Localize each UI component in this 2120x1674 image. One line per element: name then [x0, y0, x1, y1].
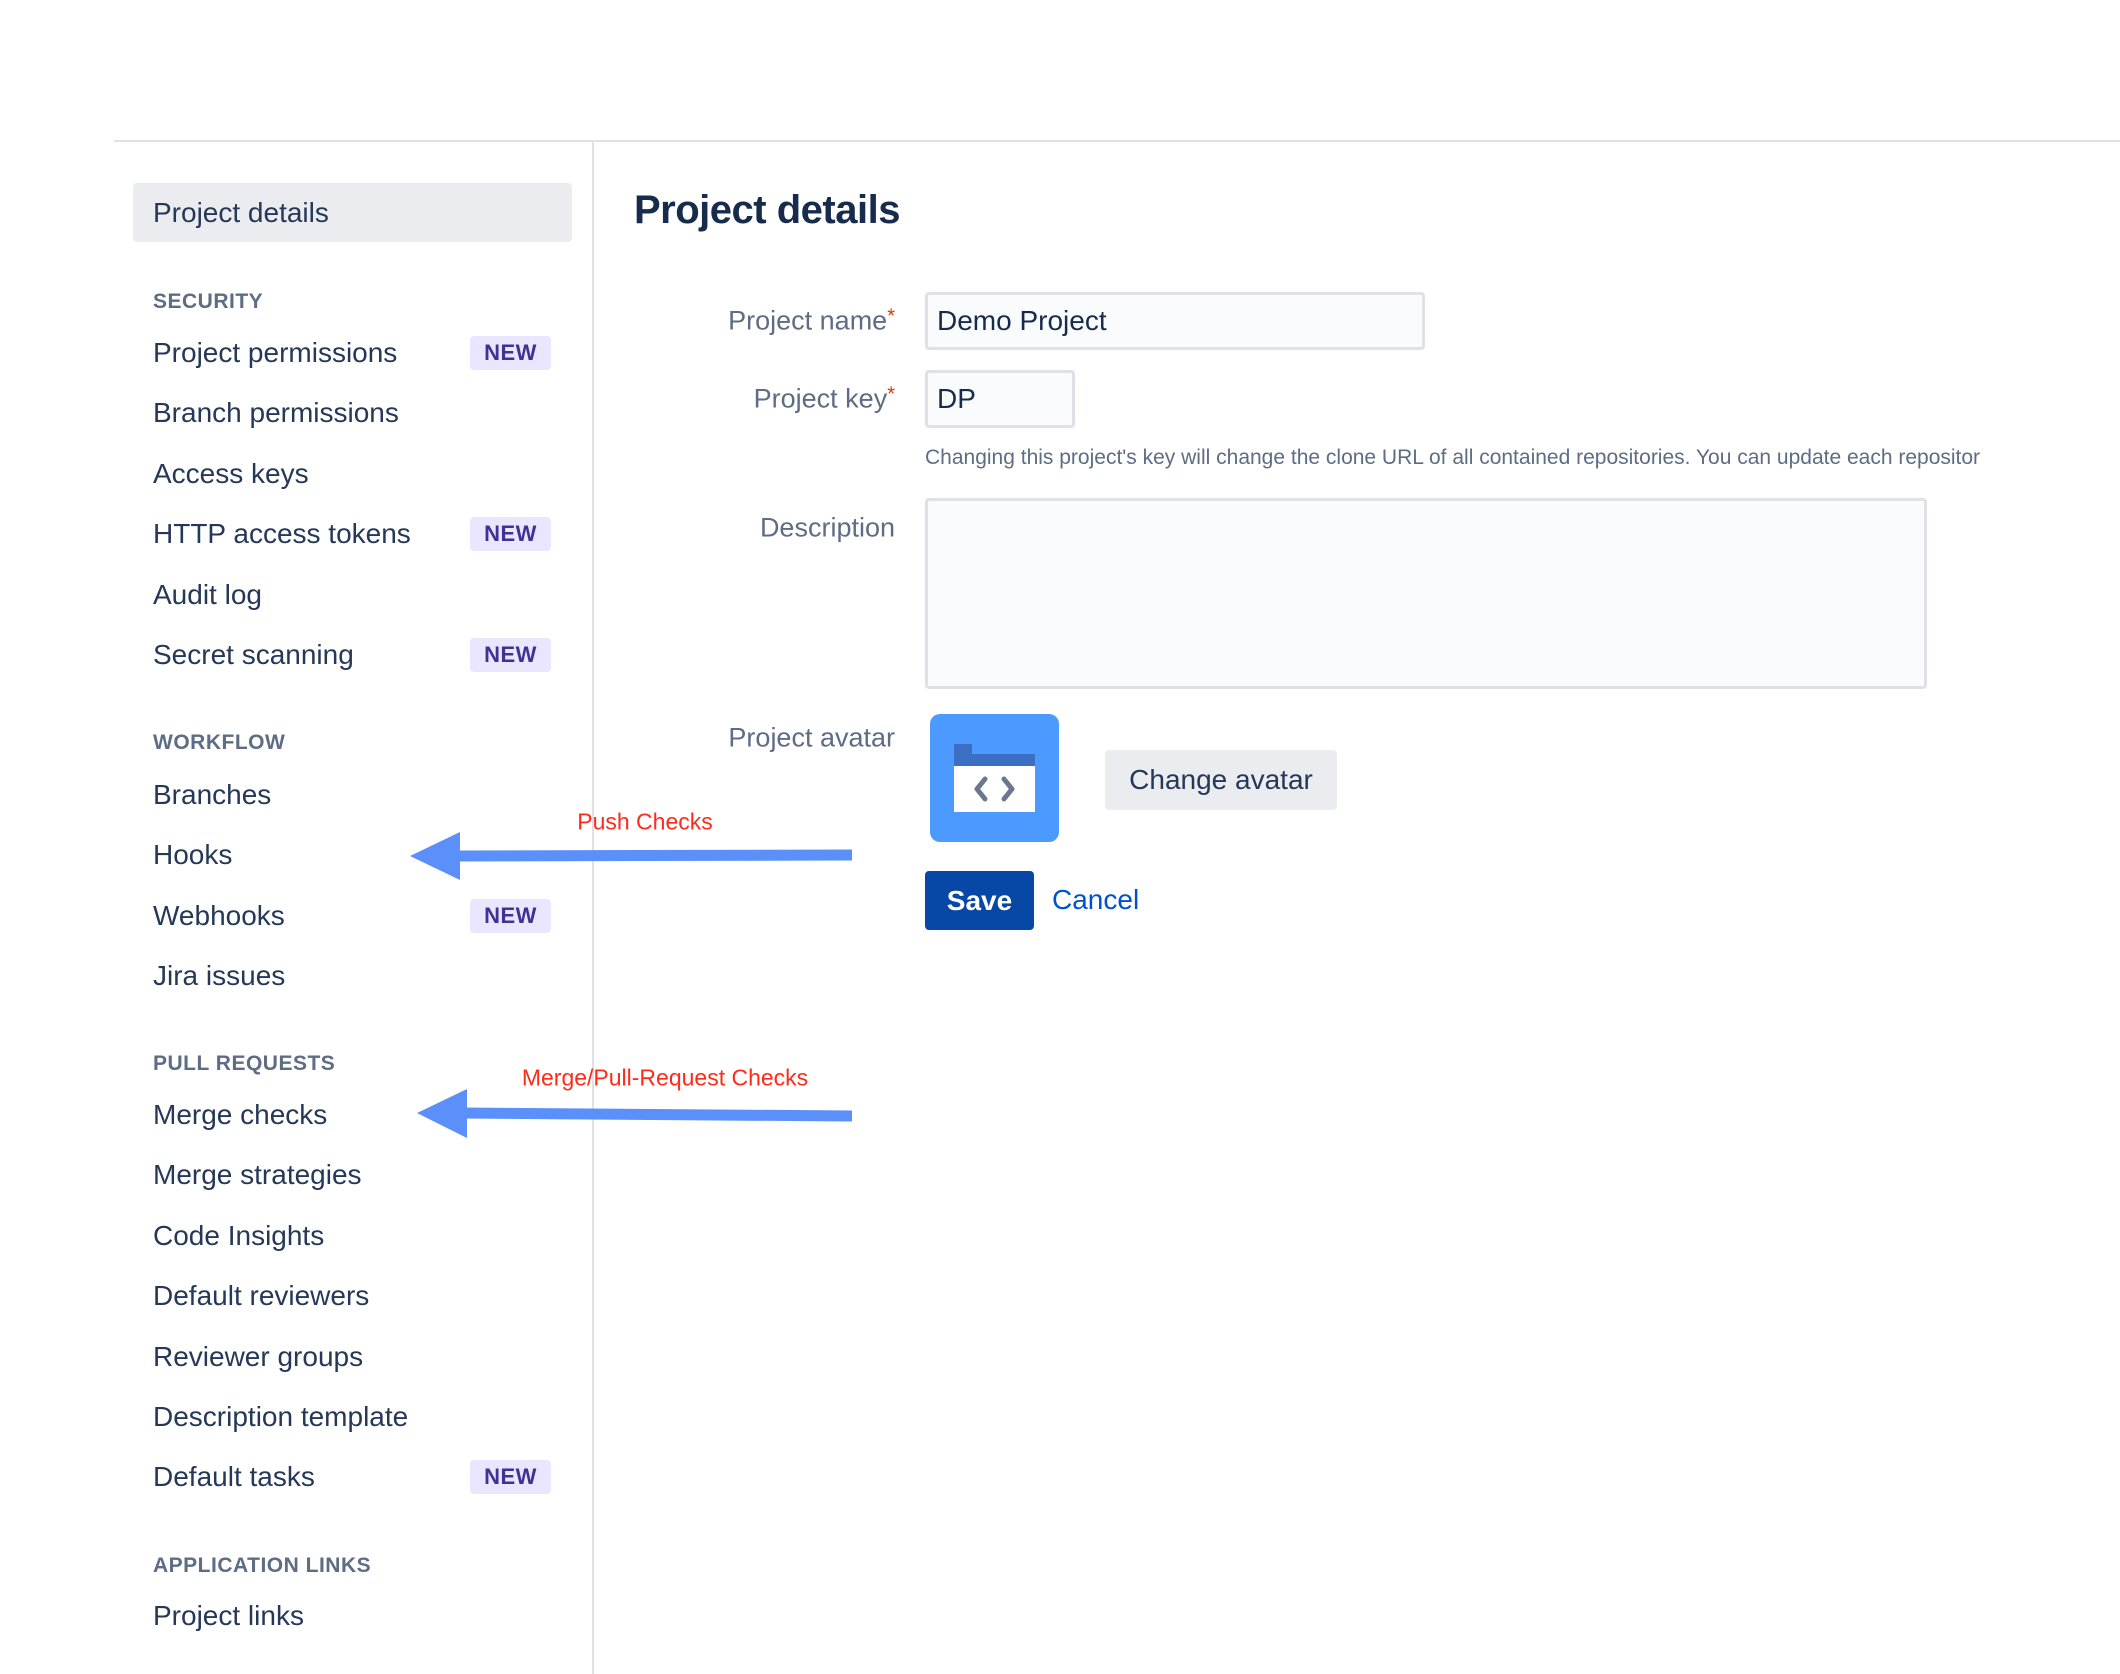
project-key-input[interactable]: [925, 370, 1075, 428]
sidebar-item-hooks[interactable]: Hooks: [153, 839, 233, 871]
header-divider: [114, 140, 2120, 142]
sidebar-item-audit-log[interactable]: Audit log: [153, 578, 262, 610]
project-avatar-label: Project avatar: [728, 722, 895, 753]
project-avatar: [930, 714, 1059, 842]
sidebar-section-header: SECURITY: [153, 290, 264, 313]
folder-code-icon: [954, 744, 1035, 812]
project-key-label: Project key*: [753, 383, 895, 414]
project-name-input[interactable]: [925, 292, 1425, 350]
new-badge: NEW: [470, 638, 551, 672]
sidebar-item-project-permissions[interactable]: Project permissions: [153, 337, 398, 368]
push-checks-arrow-line: [454, 849, 853, 862]
sidebar-section-header: WORKFLOW: [153, 731, 286, 754]
cancel-link[interactable]: Cancel: [1052, 884, 1140, 915]
new-badge: NEW: [470, 1460, 551, 1495]
sidebar-item-branches[interactable]: Branches: [153, 779, 272, 810]
change-avatar-button[interactable]: Change avatar: [1105, 750, 1337, 810]
sidebar-item-http-access-tokens[interactable]: HTTP access tokens: [153, 518, 411, 550]
merge-checks-annotation: Merge/Pull-Request Checks: [521, 1064, 809, 1091]
description-label: Description: [759, 512, 895, 543]
sidebar-item-project-details[interactable]: [133, 183, 572, 242]
sidebar-item-merge-strategies[interactable]: Merge strategies: [153, 1159, 362, 1191]
sidebar-item-merge-checks[interactable]: Merge checks: [153, 1099, 328, 1130]
project-name-label: Project name*: [728, 305, 895, 336]
sidebar-item-description-template[interactable]: Description template: [153, 1401, 409, 1432]
description-textarea[interactable]: [925, 498, 1927, 689]
push-checks-annotation: Push Checks: [577, 808, 713, 835]
sidebar-section-header: PULL REQUESTS: [153, 1052, 336, 1075]
save-button[interactable]: Save: [925, 871, 1034, 930]
new-badge: NEW: [470, 517, 551, 552]
merge-checks-arrowhead: [417, 1089, 467, 1138]
project-key-help-text: Changing this project's key will change …: [925, 446, 1981, 469]
sidebar-item-project-links[interactable]: Project links: [153, 1600, 304, 1631]
sidebar-item-jira-issues[interactable]: Jira issues: [153, 960, 286, 992]
sidebar-item-branch-permissions[interactable]: Branch permissions: [153, 397, 399, 429]
sidebar-item-secret-scanning[interactable]: Secret scanning: [153, 639, 354, 670]
sidebar-item-default-tasks[interactable]: Default tasks: [153, 1461, 315, 1493]
new-badge: NEW: [470, 898, 551, 933]
sidebar-item-access-keys[interactable]: Access keys: [153, 457, 309, 489]
sidebar-item-code-insights[interactable]: Code Insights: [153, 1219, 325, 1251]
sidebar-section-header: APPLICATION LINKS: [153, 1554, 372, 1577]
page-title: Project details: [634, 188, 900, 232]
sidebar-item-reviewer-groups[interactable]: Reviewer groups: [153, 1340, 364, 1372]
sidebar-item-project-details-label[interactable]: Project details: [153, 197, 329, 228]
push-checks-arrowhead: [410, 832, 460, 880]
new-badge: NEW: [470, 336, 551, 370]
sidebar-item-webhooks[interactable]: Webhooks: [153, 899, 285, 931]
sidebar-divider: [592, 141, 594, 1674]
merge-checks-arrow-line: [461, 1107, 853, 1122]
sidebar-item-default-reviewers[interactable]: Default reviewers: [153, 1280, 370, 1312]
